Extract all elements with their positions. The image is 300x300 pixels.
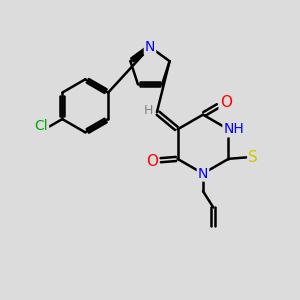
Text: H: H [144, 104, 153, 117]
Text: NH: NH [224, 122, 244, 136]
Text: Cl: Cl [34, 119, 48, 134]
Text: O: O [146, 154, 158, 169]
Text: N: N [198, 167, 208, 181]
Text: S: S [248, 150, 258, 165]
Text: N: N [145, 40, 155, 54]
Text: O: O [220, 95, 232, 110]
